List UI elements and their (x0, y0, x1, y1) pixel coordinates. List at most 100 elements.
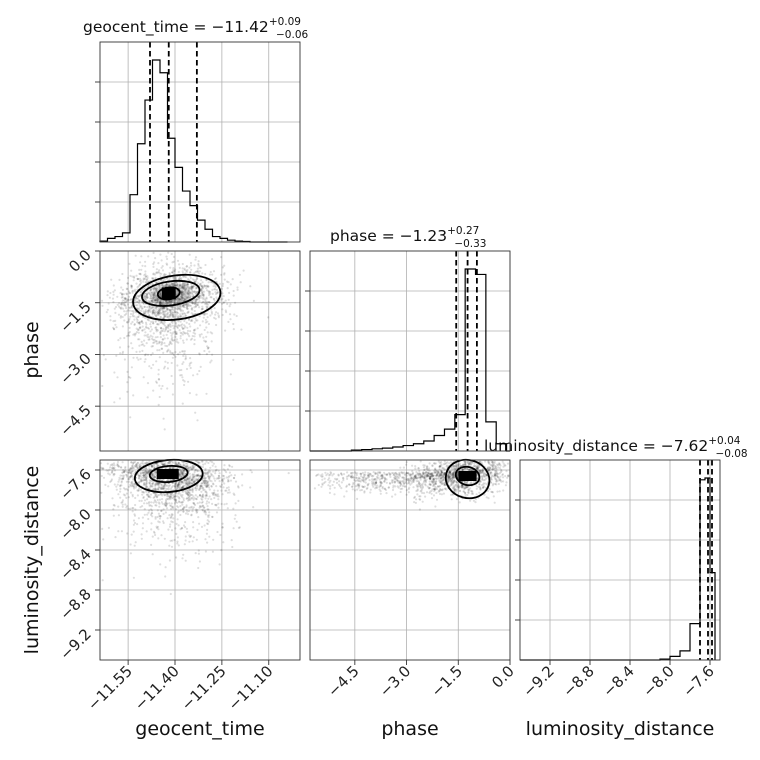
scatter-point (356, 497, 359, 500)
scatter-point (160, 329, 163, 332)
scatter-point (144, 294, 147, 298)
scatter-point (171, 315, 174, 318)
scatter-point (154, 299, 157, 302)
scatter-point (204, 312, 207, 315)
scatter-point (159, 253, 162, 256)
scatter-point (185, 306, 188, 309)
scatter-point (225, 476, 228, 479)
scatter-point (175, 532, 178, 536)
scatter-point (149, 323, 152, 326)
scatter-point (146, 475, 149, 478)
scatter-point (345, 490, 348, 493)
scatter-point (167, 282, 170, 285)
scatter-point (169, 295, 172, 298)
scatter-point (178, 307, 181, 310)
scatter-point (102, 538, 105, 541)
scatter-point (120, 303, 123, 306)
scatter-point (170, 281, 173, 284)
scatter-point (140, 291, 143, 294)
scatter-point (166, 283, 169, 287)
scatter-point (163, 273, 166, 276)
scatter-point (166, 301, 169, 304)
scatter-point (105, 311, 108, 314)
scatter-point (396, 485, 399, 488)
scatter-point (172, 282, 175, 285)
scatter-point (180, 315, 183, 318)
scatter-point (171, 292, 174, 295)
scatter-point (187, 289, 190, 292)
scatter-point (224, 299, 227, 302)
scatter-point (154, 298, 157, 301)
scatter-point (178, 351, 181, 354)
scatter-point (151, 482, 154, 485)
scatter-point (162, 314, 165, 317)
scatter-point (200, 284, 203, 287)
scatter-point (154, 310, 157, 313)
scatter-point (231, 545, 234, 549)
scatter-point (188, 287, 191, 290)
scatter-point (151, 320, 155, 323)
scatter-point (147, 338, 150, 341)
scatter-point (158, 498, 162, 501)
scatter-point (132, 519, 136, 522)
scatter-point (218, 300, 221, 303)
scatter-point (147, 292, 151, 295)
scatter-point (151, 535, 154, 538)
scatter-point (201, 320, 204, 323)
scatter-point (138, 323, 141, 326)
scatter-point (342, 473, 346, 476)
scatter-point (205, 302, 208, 305)
scatter-point (147, 327, 151, 330)
scatter-point (183, 383, 186, 387)
scatter-point (116, 303, 119, 306)
scatter-point (168, 525, 172, 528)
scatter-point (182, 524, 186, 527)
scatter-point (160, 327, 163, 330)
scatter-point (163, 484, 166, 488)
scatter-point (209, 292, 212, 295)
scatter-point (143, 288, 146, 291)
scatter-point (175, 468, 178, 471)
scatter-point (329, 473, 332, 476)
scatter-point (114, 536, 117, 539)
scatter-point (131, 483, 134, 486)
scatter-point (201, 498, 204, 501)
scatter-point (173, 325, 176, 328)
scatter-point (185, 465, 188, 468)
scatter-point (144, 325, 148, 328)
scatter-point (215, 288, 219, 292)
scatter-point (126, 381, 129, 384)
scatter-point (204, 490, 207, 493)
scatter-point (232, 507, 235, 510)
scatter-point (141, 343, 144, 346)
scatter-point (183, 286, 186, 289)
scatter-point (189, 330, 192, 333)
scatter-point (171, 393, 174, 396)
scatter-point (203, 349, 206, 353)
scatter-point (153, 287, 156, 290)
scatter-point (329, 487, 332, 490)
scatter-point (143, 476, 146, 479)
scatter-point (202, 296, 205, 299)
scatter-point (169, 592, 172, 596)
scatter-point (181, 262, 184, 266)
scatter-point (372, 485, 375, 488)
title-geocent-time: geocent_time = −11.42+0.09 −0.06 (83, 16, 308, 41)
scatter-point (492, 495, 495, 498)
scatter-point (191, 285, 194, 288)
scatter-point (191, 289, 194, 293)
scatter-point (136, 304, 139, 307)
scatter-point (152, 308, 155, 312)
scatter-point (157, 378, 160, 381)
scatter-point (351, 488, 354, 491)
scatter-point (192, 290, 195, 294)
scatter-point (136, 277, 139, 280)
scatter-point (137, 315, 140, 319)
scatter-point (149, 297, 152, 300)
scatter-point (443, 460, 446, 463)
scatter-point (213, 489, 216, 492)
scatter-point (201, 466, 204, 469)
scatter-point (135, 300, 138, 303)
scatter-point (161, 302, 164, 305)
scatter-point (234, 502, 237, 505)
